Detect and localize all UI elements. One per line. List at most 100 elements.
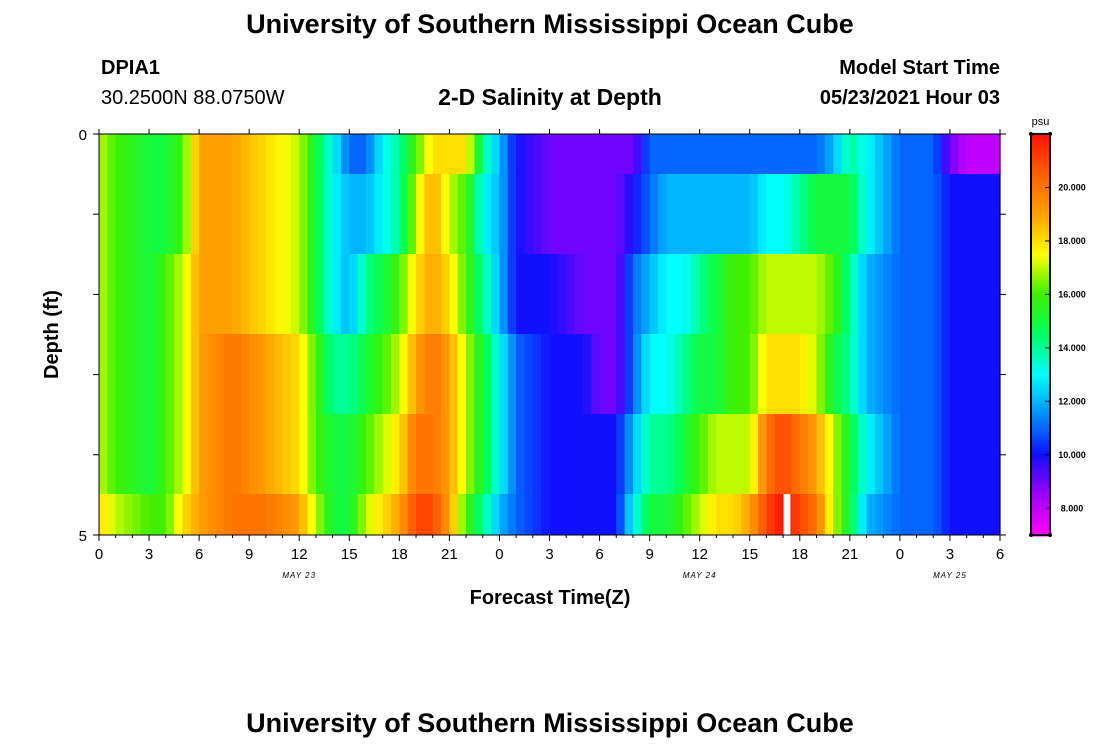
colorbar-segment	[1031, 214, 1050, 217]
heatmap-cell	[399, 494, 409, 536]
heatmap-cell	[541, 334, 551, 415]
colorbar-segment	[1031, 444, 1050, 447]
heatmap-cell	[441, 414, 450, 495]
heatmap-cell	[983, 254, 993, 335]
heatmap-cell	[607, 334, 617, 415]
heatmap-cell	[99, 414, 108, 495]
heatmap-cell	[441, 174, 450, 255]
heatmap-cell	[249, 494, 259, 536]
heatmap-cell	[632, 414, 642, 495]
colorbar-segment	[1031, 362, 1050, 365]
colorbar-segment	[1031, 162, 1050, 165]
heatmap-cell	[841, 494, 851, 536]
colorbar-segment	[1031, 140, 1050, 143]
heatmap-cell	[315, 134, 325, 175]
heatmap-cell	[374, 134, 384, 175]
heatmap-cell	[933, 334, 943, 415]
heatmap-cell	[557, 494, 567, 536]
heatmap-cell	[299, 254, 309, 335]
heatmap-cell	[424, 334, 434, 415]
heatmap-cell	[482, 174, 492, 255]
colorbar-segment	[1031, 198, 1050, 201]
x-tick-label: 6	[195, 546, 203, 563]
heatmap-cell	[190, 414, 200, 495]
colorbar-segment	[1031, 248, 1050, 251]
heatmap-cell	[774, 134, 784, 175]
heatmap-cell	[132, 254, 142, 335]
colorbar-segment	[1031, 384, 1050, 387]
heatmap-cell	[282, 334, 292, 415]
heatmap-cell	[657, 254, 667, 335]
colorbar-segment	[1031, 264, 1050, 267]
heatmap-cell	[741, 414, 751, 495]
heatmap-cell	[124, 134, 133, 175]
heatmap-cell	[632, 254, 642, 335]
heatmap-cell	[708, 134, 717, 175]
heatmap-cell	[849, 254, 859, 335]
heatmap-cell	[282, 494, 292, 536]
colorbar-segment	[1031, 514, 1050, 517]
heatmap-cell	[557, 414, 567, 495]
colorbar-segment	[1031, 270, 1050, 273]
heatmap-cell	[791, 254, 801, 335]
colorbar-segment	[1031, 182, 1050, 185]
heatmap-cell	[708, 254, 717, 335]
heatmap-cell	[99, 334, 108, 415]
heatmap-cell	[307, 254, 317, 335]
heatmap-cell	[674, 134, 684, 175]
colorbar-segment	[1031, 288, 1050, 291]
heatmap-cell	[332, 334, 342, 415]
heatmap-cell	[290, 254, 300, 335]
heatmap-cell	[290, 414, 300, 495]
heatmap-cell	[924, 254, 934, 335]
heatmap-cell	[874, 174, 884, 255]
heatmap-cell	[466, 414, 476, 495]
colorbar-segment	[1031, 300, 1050, 303]
heatmap-cell	[599, 414, 609, 495]
heatmap-cell	[632, 174, 642, 255]
colorbar-segment	[1031, 488, 1050, 491]
heatmap-cell	[799, 494, 809, 536]
heatmap-cell	[157, 334, 167, 415]
colorbar-segment	[1031, 184, 1050, 187]
heatmap-cell	[624, 254, 634, 335]
colorbar-segment	[1031, 454, 1050, 457]
heatmap-cell	[624, 494, 634, 536]
heatmap-cell	[783, 174, 793, 255]
heatmap-cell	[349, 414, 359, 495]
colorbar-segment	[1031, 458, 1050, 461]
colorbar-segment	[1031, 318, 1050, 321]
heatmap-cell	[499, 134, 509, 175]
heatmap-cell	[466, 134, 476, 175]
colorbar-segment	[1031, 436, 1050, 439]
heatmap-cell	[974, 494, 984, 536]
colorbar-segment	[1031, 250, 1050, 253]
heatmap-cell	[107, 134, 117, 175]
heatmap-cell	[157, 254, 167, 335]
heatmap-cell	[149, 494, 158, 536]
heatmap-cell	[858, 174, 868, 255]
date-label: MAY 23	[282, 571, 316, 580]
heatmap-cell	[340, 134, 350, 175]
colorbar-segment	[1031, 468, 1050, 471]
heatmap-cell	[958, 494, 968, 536]
heatmap-cell	[224, 414, 234, 495]
heatmap-cell	[174, 254, 184, 335]
colorbar-segment	[1031, 352, 1050, 355]
x-tick-label: 0	[896, 546, 904, 563]
heatmap-cell	[958, 254, 968, 335]
heatmap-cell	[374, 334, 384, 415]
colorbar-tick-label: 16.000	[1058, 289, 1086, 299]
colorbar-segment	[1031, 344, 1050, 347]
heatmap-cell	[499, 254, 509, 335]
heatmap-cell	[849, 494, 859, 536]
heatmap-cell	[207, 414, 217, 495]
colorbar-segment	[1031, 476, 1050, 479]
heatmap-cell	[382, 254, 392, 335]
heatmap-cell	[849, 334, 859, 415]
heatmap-cell	[249, 174, 259, 255]
heatmap-cell	[657, 134, 667, 175]
heatmap-cell	[357, 174, 367, 255]
heatmap-cell	[599, 494, 609, 536]
heatmap-cell	[733, 254, 742, 335]
